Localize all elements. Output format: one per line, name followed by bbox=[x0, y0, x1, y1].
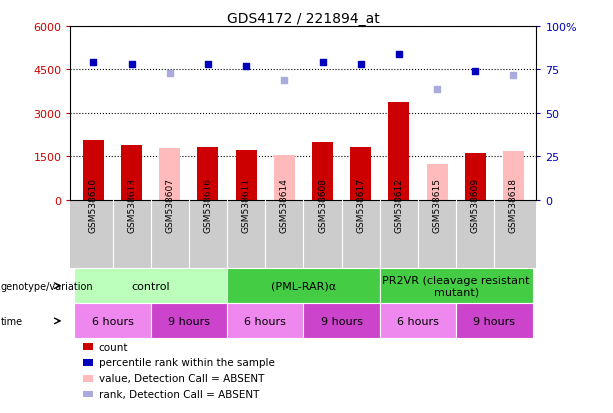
Text: value, Detection Call = ABSENT: value, Detection Call = ABSENT bbox=[99, 373, 264, 383]
Text: count: count bbox=[99, 342, 128, 352]
Bar bbox=[159, 148, 180, 200]
Text: GSM538612: GSM538612 bbox=[394, 178, 403, 232]
Point bbox=[432, 86, 442, 93]
Bar bbox=[389, 102, 409, 200]
Point bbox=[88, 60, 98, 66]
Point bbox=[509, 72, 519, 79]
Text: GSM538609: GSM538609 bbox=[471, 178, 480, 232]
Bar bbox=[465, 154, 485, 200]
Point bbox=[470, 69, 480, 75]
Bar bbox=[350, 148, 371, 200]
Text: percentile rank within the sample: percentile rank within the sample bbox=[99, 358, 275, 368]
Point bbox=[242, 64, 251, 70]
Text: GSM538615: GSM538615 bbox=[433, 178, 441, 232]
Text: control: control bbox=[131, 281, 170, 291]
Bar bbox=[121, 145, 142, 200]
Text: GSM538607: GSM538607 bbox=[166, 178, 174, 232]
Text: 9 hours: 9 hours bbox=[168, 316, 210, 326]
Point bbox=[203, 62, 213, 68]
Bar bbox=[83, 141, 104, 200]
Text: rank, Detection Call = ABSENT: rank, Detection Call = ABSENT bbox=[99, 389, 259, 399]
Text: GSM538613: GSM538613 bbox=[127, 178, 136, 232]
Text: GSM538617: GSM538617 bbox=[356, 178, 365, 232]
Text: GSM538618: GSM538618 bbox=[509, 178, 518, 232]
Text: genotype/variation: genotype/variation bbox=[1, 281, 93, 291]
Point bbox=[165, 70, 175, 77]
Text: 6 hours: 6 hours bbox=[91, 316, 134, 326]
Text: 9 hours: 9 hours bbox=[473, 316, 516, 326]
Text: 6 hours: 6 hours bbox=[245, 316, 286, 326]
Text: GSM538614: GSM538614 bbox=[280, 178, 289, 232]
Text: PR2VR (cleavage resistant
mutant): PR2VR (cleavage resistant mutant) bbox=[383, 275, 530, 297]
Point bbox=[280, 77, 289, 84]
Bar bbox=[197, 148, 218, 200]
Text: 6 hours: 6 hours bbox=[397, 316, 439, 326]
Text: GSM538610: GSM538610 bbox=[89, 178, 98, 232]
Text: GSM538608: GSM538608 bbox=[318, 178, 327, 232]
Bar bbox=[312, 143, 333, 200]
Point bbox=[394, 51, 404, 58]
Text: GSM538616: GSM538616 bbox=[204, 178, 213, 232]
Text: time: time bbox=[1, 316, 23, 326]
Point bbox=[318, 60, 327, 66]
Point bbox=[127, 62, 137, 68]
Bar bbox=[235, 151, 257, 200]
Title: GDS4172 / 221894_at: GDS4172 / 221894_at bbox=[227, 12, 380, 26]
Bar bbox=[427, 164, 447, 200]
Text: (PML-RAR)α: (PML-RAR)α bbox=[271, 281, 336, 291]
Point bbox=[356, 62, 365, 68]
Text: 9 hours: 9 hours bbox=[321, 316, 363, 326]
Bar bbox=[503, 151, 524, 200]
Bar bbox=[274, 156, 295, 200]
Text: GSM538611: GSM538611 bbox=[242, 178, 251, 232]
